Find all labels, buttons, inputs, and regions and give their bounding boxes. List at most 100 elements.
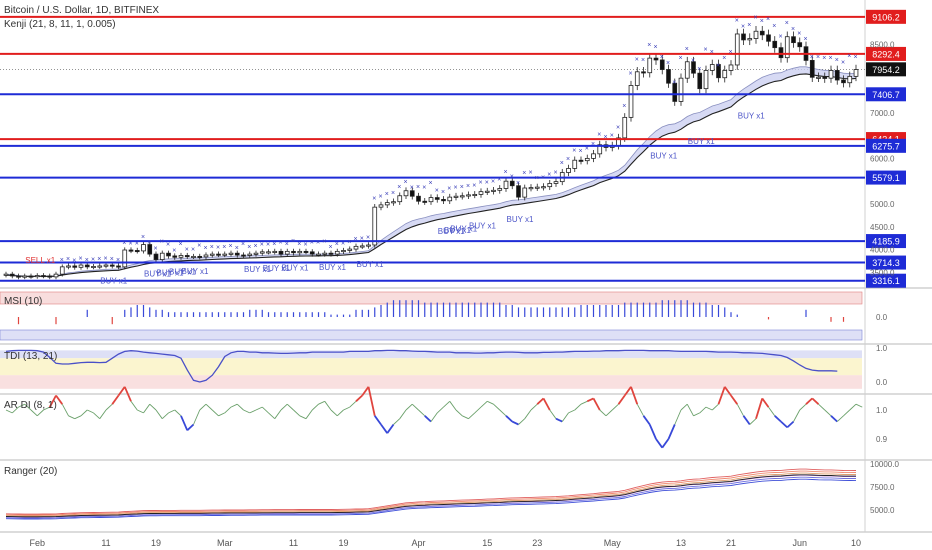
candle-body (178, 255, 184, 258)
sar-marker: × (479, 180, 483, 187)
candle-body (322, 252, 328, 255)
candle (9, 271, 15, 279)
sar-marker: × (647, 42, 651, 49)
ardi-segment (48, 395, 57, 408)
sar-marker: × (291, 238, 295, 245)
candle (491, 186, 496, 195)
sar-marker: × (697, 66, 701, 73)
buy-signal: BUY x1 (650, 152, 678, 161)
sar-marker: × (797, 30, 801, 37)
candle-body (541, 186, 546, 189)
ardi-segment (236, 403, 244, 411)
ardi-segment (68, 415, 75, 420)
candle (247, 251, 253, 259)
date-label: Mar (217, 538, 233, 548)
sar-marker: × (791, 26, 795, 33)
ardi-segment (18, 403, 25, 408)
candle (397, 192, 403, 205)
candle (834, 65, 840, 85)
ardi-segment (536, 397, 545, 405)
candle (697, 68, 703, 94)
sar-marker: × (691, 58, 695, 65)
candle-body (316, 253, 321, 256)
ardi-segment (137, 409, 144, 414)
candle (484, 187, 490, 196)
candle-body (816, 76, 821, 79)
candle (59, 264, 65, 277)
ardi-segment (462, 415, 469, 420)
ardi-segment (274, 409, 282, 419)
sar-marker: × (66, 256, 70, 263)
msi-upper-band (0, 291, 863, 305)
ardi-segment (711, 403, 719, 411)
ardi-segment (755, 398, 764, 419)
candle-body (697, 72, 703, 90)
candle (166, 250, 171, 259)
ardi-segment (642, 415, 651, 426)
date-label: 19 (151, 538, 161, 548)
candle-body (172, 255, 178, 258)
ardi-segment (24, 403, 32, 411)
grid (0, 0, 932, 533)
ardi-segment (5, 409, 13, 414)
ardi-segment (405, 403, 413, 411)
ardi-segment (786, 420, 795, 429)
candle (122, 247, 128, 270)
candle (503, 177, 509, 192)
candle-body (59, 266, 65, 275)
sar-marker: × (197, 242, 201, 249)
candle-body (553, 181, 559, 184)
sar-marker: × (754, 14, 758, 21)
sar-marker: × (422, 185, 426, 192)
sar-marker: × (704, 47, 708, 54)
candle-body (141, 244, 146, 252)
ardi-segment (330, 409, 338, 417)
candle (409, 187, 415, 200)
candle (547, 180, 553, 191)
candle (259, 249, 265, 256)
ardi-segment (742, 415, 751, 426)
candle-body (247, 253, 253, 256)
candle-body (378, 204, 384, 208)
date-label: 11 (289, 538, 298, 548)
sar-marker: × (629, 70, 633, 77)
candle (328, 250, 334, 257)
ardi-segment (80, 409, 88, 417)
ardi-segment (574, 403, 582, 411)
sar-marker: × (129, 240, 133, 247)
sar-marker: × (541, 175, 545, 182)
candle-body (491, 189, 496, 192)
ardi-segment (630, 386, 639, 405)
ardi-segment (805, 397, 813, 405)
sar-marker: × (535, 175, 539, 182)
candle-body (134, 250, 140, 253)
candle (78, 262, 84, 270)
candle (91, 263, 96, 270)
candle (759, 25, 765, 41)
ardi-segment (430, 412, 438, 422)
candle-body (66, 265, 71, 268)
ardi-segment (149, 403, 157, 411)
candle (853, 64, 859, 82)
ardi-segment (55, 394, 63, 405)
candle-body (422, 200, 428, 203)
candle-body (847, 75, 853, 84)
candle (297, 248, 303, 256)
candle (53, 271, 59, 280)
ardi-segment (117, 386, 126, 397)
candle-body (634, 71, 640, 86)
candle (716, 59, 721, 83)
candle-body (303, 250, 309, 253)
candle-body (291, 250, 296, 254)
candle-body (3, 273, 9, 276)
candlesticks (3, 25, 859, 280)
sar-marker: × (579, 148, 583, 155)
sar-marker: × (316, 240, 320, 247)
ardi-segment (561, 412, 569, 422)
ranger-tick: 5000.0 (870, 506, 895, 515)
candle-body (584, 157, 590, 162)
sar-marker: × (322, 239, 326, 246)
sar-marker: × (716, 62, 720, 69)
ribbon-upper-line (5, 66, 857, 277)
kenji-label: Kenji (21, 8, 11, 1, 0.005) (4, 19, 116, 30)
